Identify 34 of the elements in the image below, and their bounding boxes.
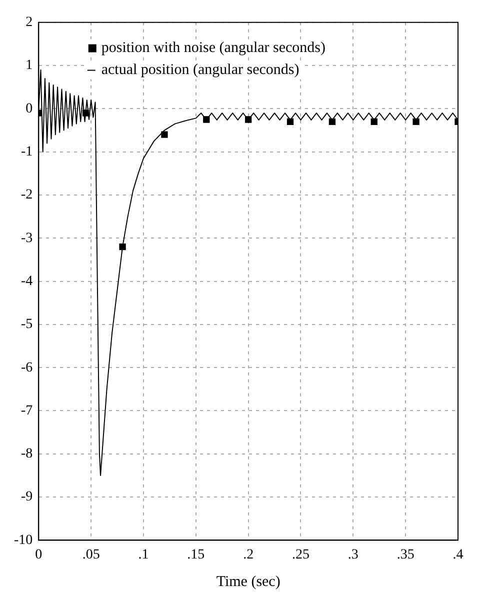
point xyxy=(161,131,168,138)
x-tick-label: .05 xyxy=(82,547,100,562)
y-tick-label: 0 xyxy=(26,101,33,116)
x-tick-label: .25 xyxy=(292,547,310,562)
point xyxy=(119,243,126,250)
x-tick-label: 0 xyxy=(35,547,42,562)
point xyxy=(82,110,90,116)
x-tick-label: .35 xyxy=(396,547,414,562)
x-tick-label: .1 xyxy=(138,547,149,562)
y-tick-label: -9 xyxy=(20,490,33,505)
y-tick-label: -8 xyxy=(20,446,33,462)
y-tick-label: -3 xyxy=(20,230,33,246)
y-tick-label: -2 xyxy=(20,188,33,203)
point xyxy=(412,118,420,125)
legend-label: actual position (angular seconds) xyxy=(101,62,300,78)
point xyxy=(370,118,378,125)
y-tick-label: -6 xyxy=(20,360,33,376)
point xyxy=(286,118,294,125)
x-axis-title: Time (sec) xyxy=(216,574,280,590)
y-tick-label: -10 xyxy=(14,532,33,548)
y-tick-label: -7 xyxy=(20,403,33,418)
y-tick-label: 2 xyxy=(26,15,33,30)
x-tick-label: .2 xyxy=(243,547,254,562)
x-tick-label: .15 xyxy=(187,547,205,562)
y-tick-label: -4 xyxy=(20,274,33,289)
legend-label: position with noise (angular seconds) xyxy=(101,40,326,56)
x-tick-label: .3 xyxy=(348,547,358,562)
x-tick-label: .4 xyxy=(452,547,464,562)
point xyxy=(328,118,336,125)
point xyxy=(203,116,210,123)
y-tick-label: -1 xyxy=(20,144,33,160)
point xyxy=(245,116,252,123)
y-tick-label: -5 xyxy=(20,317,33,332)
y-tick-label: 1 xyxy=(26,58,33,74)
